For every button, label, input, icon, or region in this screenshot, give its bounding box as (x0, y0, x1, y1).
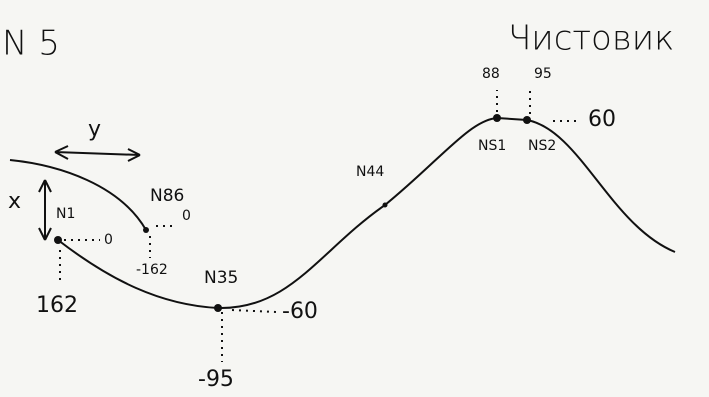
node-label: N86 (150, 186, 184, 206)
node-value: 95 (534, 66, 552, 82)
point (523, 116, 531, 124)
node-value: -60 (282, 299, 318, 324)
point (383, 203, 388, 208)
node-value: 0 (182, 208, 191, 224)
node-label: N44 (356, 164, 384, 180)
node-value: -162 (136, 262, 168, 278)
node-label: N35 (204, 268, 238, 288)
title: Чистовик (508, 19, 674, 59)
axis-label: y (88, 117, 101, 142)
node-value: 162 (36, 293, 78, 318)
node-value: -95 (198, 367, 234, 392)
node-value: 0 (104, 232, 113, 248)
node-value: 88 (482, 66, 500, 82)
node-label: NS1 (478, 138, 506, 154)
node-label: NS2 (528, 138, 556, 154)
paper (0, 0, 709, 397)
sheet-number: N 5 (2, 24, 60, 64)
point (493, 114, 501, 122)
point (54, 236, 62, 244)
node-value: 60 (588, 107, 616, 132)
point (143, 227, 149, 233)
axis-label: x (8, 189, 21, 214)
sketch: N 5 Чистовик y x N1 0 162 N86 0 -162 N35… (0, 0, 709, 397)
point (214, 304, 222, 312)
node-label: N1 (56, 206, 75, 222)
